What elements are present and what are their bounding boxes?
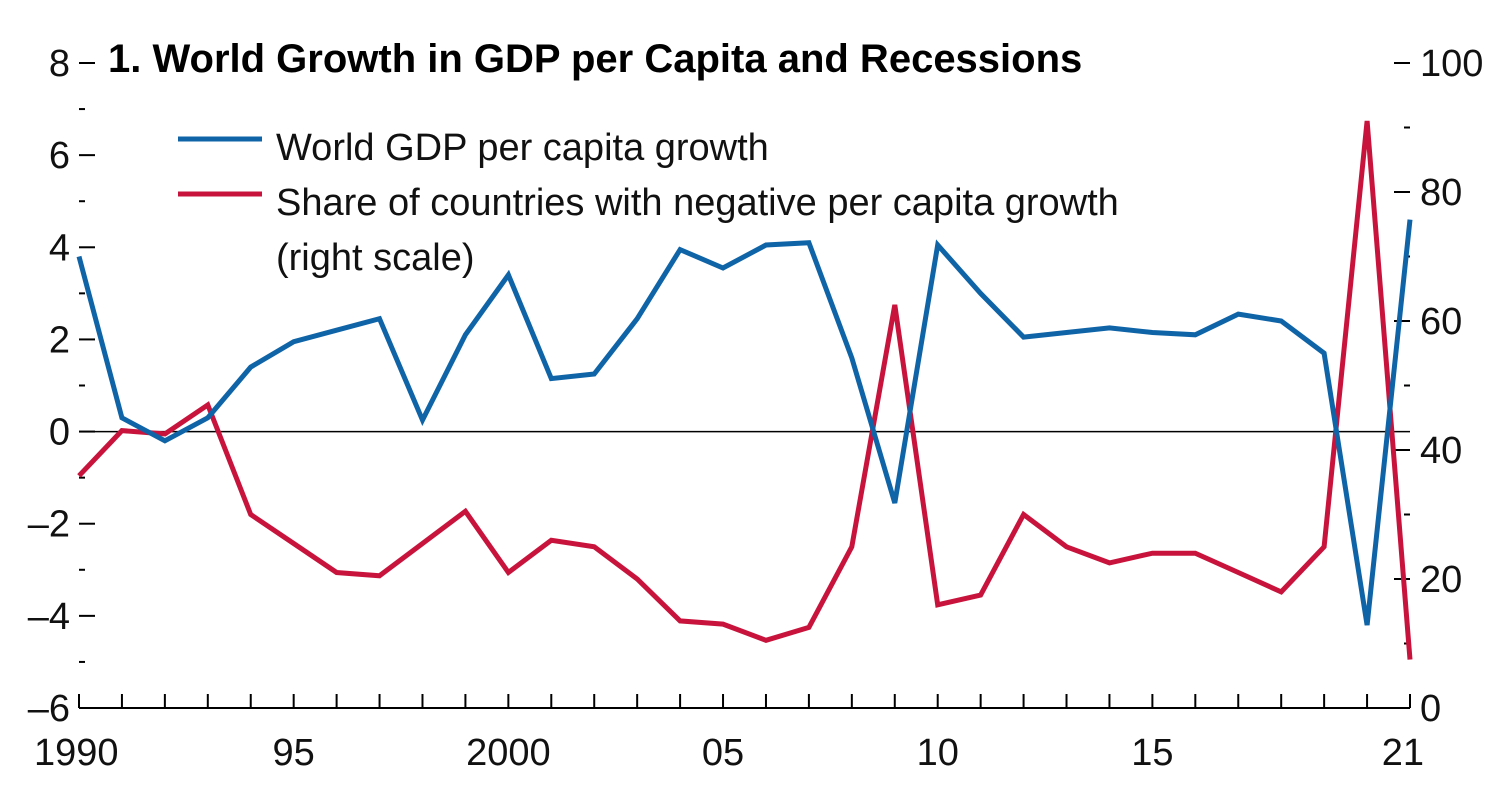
y-left-tick-label: –6 bbox=[28, 688, 70, 730]
y-right-tick-label: 40 bbox=[1420, 430, 1462, 472]
legend-label: World GDP per capita growth bbox=[276, 127, 769, 169]
legend: World GDP per capita growth Share of coun… bbox=[178, 127, 1119, 279]
legend-label: (right scale) bbox=[276, 237, 475, 279]
y-left-tick-label: 6 bbox=[49, 135, 70, 177]
x-tick-label: 1990 bbox=[34, 732, 119, 774]
legend-label: Share of countries with negative per cap… bbox=[276, 182, 1119, 224]
x-tick-label: 21 bbox=[1382, 732, 1424, 774]
y-left-tick-label: 2 bbox=[49, 319, 70, 361]
x-tick-label: 05 bbox=[702, 732, 744, 774]
x-tick-label: 15 bbox=[1131, 732, 1173, 774]
y-right-tick-label: 0 bbox=[1420, 688, 1441, 730]
x-tick-label: 95 bbox=[273, 732, 315, 774]
y-right-tick-label: 20 bbox=[1420, 559, 1462, 601]
y-left-tick-label: –2 bbox=[28, 504, 70, 546]
y-left-tick-label: –4 bbox=[28, 596, 70, 638]
x-tick-label: 10 bbox=[917, 732, 959, 774]
y-right-tick-label: 100 bbox=[1420, 43, 1483, 85]
y-left-tick-label: 0 bbox=[49, 412, 70, 454]
y-left-tick-label: 4 bbox=[49, 227, 70, 269]
plot-area bbox=[76, 120, 1413, 660]
y-left-tick-label: 8 bbox=[49, 43, 70, 85]
y-right-tick-label: 80 bbox=[1420, 172, 1462, 214]
gdp-growth-series-line bbox=[76, 219, 1413, 626]
x-tick-label: 2000 bbox=[466, 732, 551, 774]
axes: 1990 95 2000 05 10 15 21–6–4–20246802040608010… bbox=[28, 43, 1484, 774]
negative-growth-share-series-line bbox=[77, 120, 1413, 660]
y-right-tick-label: 60 bbox=[1420, 301, 1462, 343]
chart-title: 1. World Growth in GDP per Capita and Re… bbox=[108, 37, 1082, 81]
